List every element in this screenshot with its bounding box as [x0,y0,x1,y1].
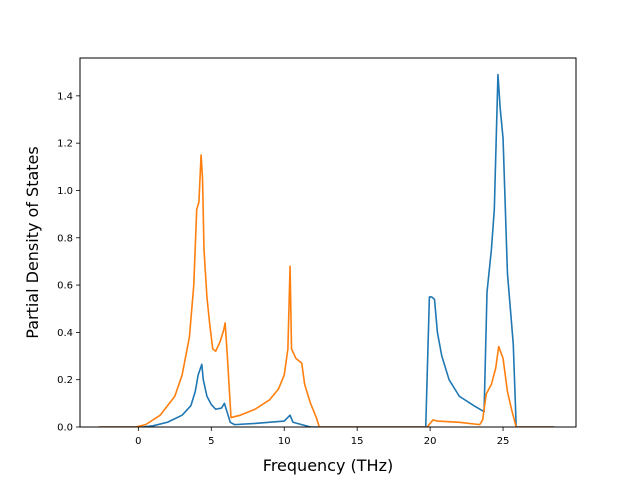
x-tick-label: 5 [208,436,214,447]
x-tick-label: 10 [278,436,291,447]
y-tick-label: 1.0 [57,186,73,197]
x-tick-label: 0 [135,436,141,447]
y-axis-label: Partial Density of States [23,146,42,338]
x-tick-label: 25 [497,436,510,447]
y-tick-label: 1.4 [57,91,73,102]
series-line-1 [98,73,555,427]
series-line-2 [98,154,555,427]
y-tick-label: 0.0 [57,423,73,434]
y-tick-label: 0.2 [57,375,73,386]
x-tick-label: 20 [424,436,437,447]
y-tick-label: 0.8 [57,233,73,244]
y-tick-label: 1.2 [57,139,73,150]
x-axis-label: Frequency (THz) [263,456,393,475]
x-tick-label: 15 [351,436,364,447]
axes-frame [79,57,577,428]
y-tick-label: 0.4 [57,328,73,339]
series-layer [98,73,555,427]
y-tick-label: 0.6 [57,281,73,292]
x-axis-ticks: 0 5 10 15 20 25 [135,427,509,447]
y-axis-ticks: 0.0 0.2 0.4 0.6 0.8 1.0 1.2 1.4 [57,91,80,434]
